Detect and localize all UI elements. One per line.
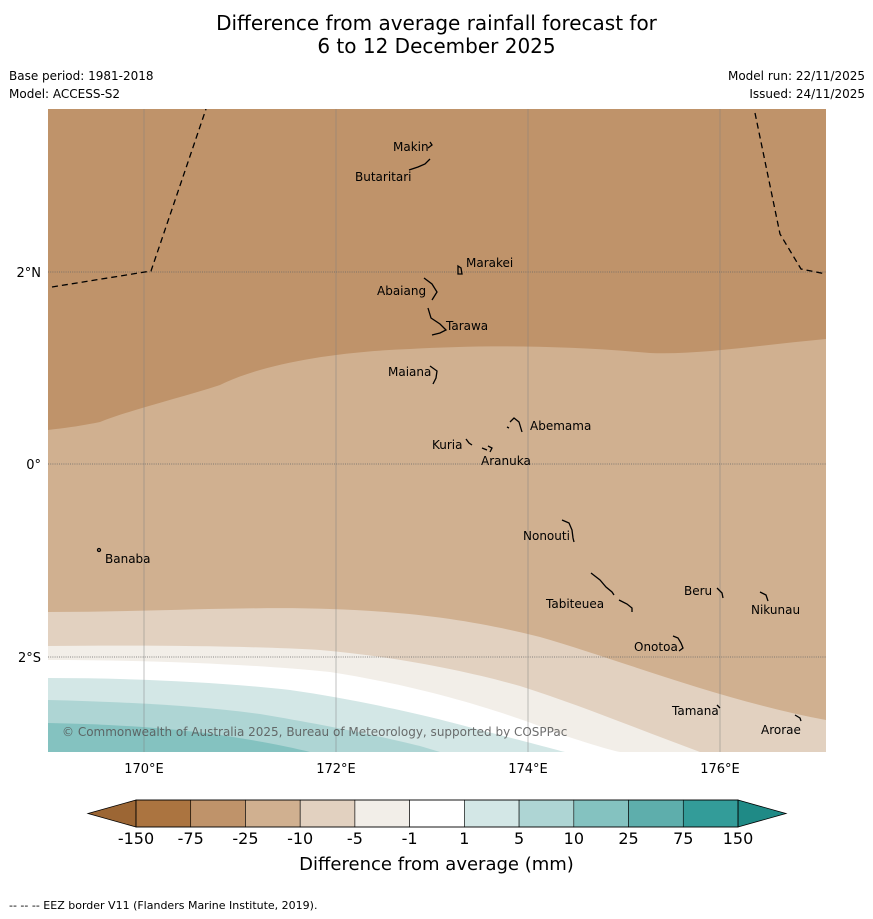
band-plus-10 <box>48 723 310 752</box>
cb-label: -5 <box>346 829 363 848</box>
colorbar-segment <box>518 799 575 828</box>
tabiteuea-island <box>590 572 633 612</box>
colorbar-segment <box>628 799 684 828</box>
cb-label: 5 <box>513 829 525 848</box>
maiana-island <box>429 365 438 385</box>
colorbar-segment <box>682 799 739 828</box>
tarawa-island <box>427 307 448 336</box>
cb-label: 150 <box>722 829 754 848</box>
colorbar-segment <box>464 799 520 828</box>
label-abaiang: Abaiang <box>377 284 426 298</box>
colorbar-title: Difference from average (mm) <box>299 854 574 875</box>
colorbar-segment <box>190 799 246 828</box>
label-maiana: Maiana <box>388 365 431 379</box>
label-kuria: Kuria <box>432 438 463 452</box>
tamana-island <box>716 704 721 709</box>
label-tabiteuea: Tabiteuea <box>545 597 604 611</box>
lon-tick-176: 176°E <box>700 762 740 777</box>
beru-island <box>716 587 724 599</box>
colorbar-segment <box>299 799 356 828</box>
abaiang-island <box>423 277 438 301</box>
label-arorae: Arorae <box>761 723 801 737</box>
onotoa-island <box>672 635 684 652</box>
cb-label: -25 <box>232 829 259 848</box>
colorbar-left-arrow <box>86 799 137 828</box>
axis-ticks: 170°E 172°E 174°E 176°E 2°N 0° 2°S <box>17 266 740 777</box>
colorbar-segment <box>409 799 465 828</box>
makin-island <box>427 141 433 149</box>
abemama-island <box>506 417 523 433</box>
colorbar-segment <box>245 799 301 828</box>
label-butaritari: Butaritari <box>355 170 412 184</box>
meta-right: Model run: 22/11/2025 Issued: 24/11/2025 <box>728 67 865 103</box>
cb-label: 25 <box>618 829 639 848</box>
nikunau-island <box>759 591 769 602</box>
copyright-text: © Commonwealth of Australia 2025, Bureau… <box>62 725 567 739</box>
lat-tick-2n: 2°N <box>17 266 42 281</box>
eez-border <box>51 109 826 288</box>
label-makin: Makin <box>393 140 429 154</box>
cb-label: -1 <box>401 829 418 848</box>
label-aranuka: Aranuka <box>481 454 531 468</box>
colorbar-segment <box>354 799 410 828</box>
cb-label: -75 <box>177 829 204 848</box>
lon-tick-170: 170°E <box>124 762 164 777</box>
label-tamana: Tamana <box>671 704 719 718</box>
kuria-island <box>465 438 473 446</box>
colorbar-frame <box>135 799 739 828</box>
lat-tick-0: 0° <box>26 458 41 473</box>
issued-date: Issued: 24/11/2025 <box>749 87 865 101</box>
label-nonouti: Nonouti <box>523 529 570 543</box>
place-labels: Makin Butaritari Marakei Abaiang Tarawa … <box>105 140 801 737</box>
label-beru: Beru <box>684 584 712 598</box>
label-tarawa: Tarawa <box>445 319 488 333</box>
title-line-1: Difference from average rainfall forecas… <box>216 11 657 35</box>
map-area: Makin Butaritari Marakei Abaiang Tarawa … <box>48 109 826 752</box>
lon-tick-172: 172°E <box>316 762 356 777</box>
butaritari-island <box>408 158 431 171</box>
marakei-island <box>457 264 463 275</box>
label-nikunau: Nikunau <box>751 603 800 617</box>
label-banaba: Banaba <box>105 552 151 566</box>
cb-label: 1 <box>459 829 470 848</box>
colorbar-right-arrow <box>737 799 788 828</box>
lat-tick-2s: 2°S <box>18 651 41 666</box>
label-abemama: Abemama <box>530 419 591 433</box>
model-run: Model run: 22/11/2025 <box>727 69 865 83</box>
colorbar-segment <box>135 799 192 828</box>
cb-label: 75 <box>673 829 694 848</box>
band-minus-75 <box>48 109 826 430</box>
label-marakei: Marakei <box>466 256 513 270</box>
colorbar <box>86 799 788 828</box>
model-name: Model: ACCESS-S2 <box>9 87 121 101</box>
cb-label: -10 <box>287 829 314 848</box>
lon-tick-174: 174°E <box>508 762 548 777</box>
meta-left: Base period: 1981-2018 Model: ACCESS-S2 <box>9 67 154 103</box>
graticule <box>143 109 721 752</box>
base-period: Base period: 1981-2018 <box>9 69 154 83</box>
footer-legend: -- -- -- EEZ border V11 (Flanders Marine… <box>9 899 318 912</box>
colorbar-segment <box>573 799 629 828</box>
cb-label: -150 <box>117 829 155 848</box>
label-onotoa: Onotoa <box>634 640 678 654</box>
title-line-2: 6 to 12 December 2025 <box>317 34 556 58</box>
nonouti-island <box>561 519 575 543</box>
coastlines <box>96 141 802 722</box>
cb-label: 10 <box>563 829 584 848</box>
banaba-island <box>96 547 102 553</box>
aranuka-island <box>481 445 493 453</box>
chart-title: Difference from average rainfall forecas… <box>0 12 873 58</box>
arorae-island <box>794 714 802 722</box>
